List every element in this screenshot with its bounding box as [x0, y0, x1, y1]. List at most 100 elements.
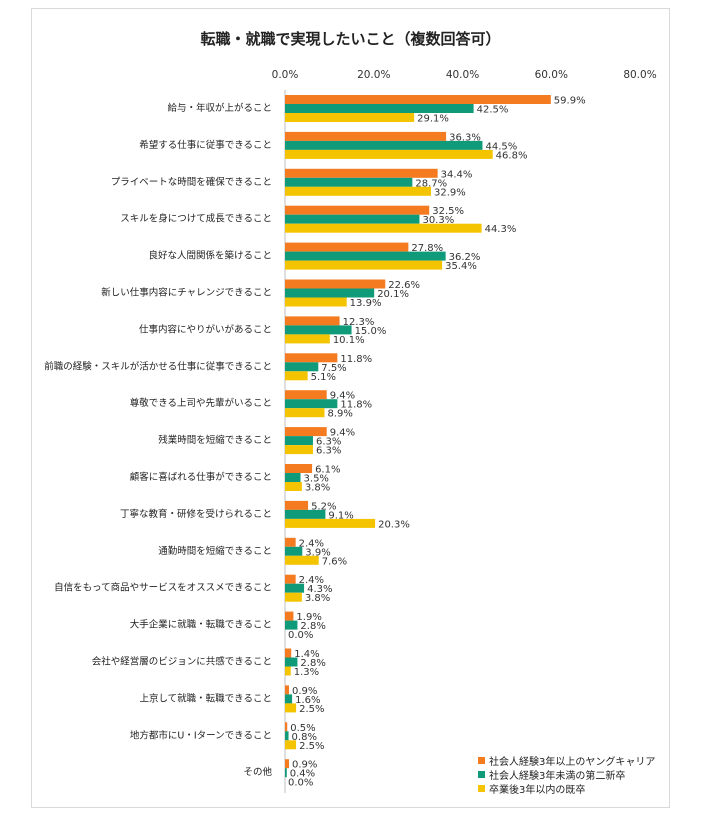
bar [285, 177, 413, 187]
bar [285, 205, 430, 215]
data-label: 3.5% [304, 474, 329, 485]
category-label: その他 [243, 766, 272, 778]
data-label: 30.3% [422, 215, 454, 226]
bar [285, 242, 409, 252]
data-label: 59.9% [554, 96, 586, 107]
data-label: 1.6% [295, 695, 320, 706]
legend: 社会人経験3年以上のヤングキャリア 社会人経験3年未満の第二新卒 卒業後3年以内… [478, 753, 656, 796]
data-label: 6.1% [315, 465, 340, 476]
bar [285, 464, 313, 473]
category-label: 尊敬できる上司や先輩がいること [130, 397, 272, 409]
data-label: 6.3% [316, 446, 341, 457]
data-label: 8.9% [327, 409, 352, 420]
data-label: 9.4% [330, 428, 355, 439]
bar [285, 518, 376, 528]
bar [285, 251, 446, 261]
data-label: 3.8% [305, 593, 330, 604]
bar [285, 657, 298, 667]
bar [285, 427, 327, 437]
bar [285, 334, 330, 344]
data-label: 11.8% [340, 400, 372, 411]
category-label: 前職の経験・スキルが活かせる仕事に従事できること [44, 360, 272, 372]
data-label: 0.0% [288, 630, 313, 641]
category-label: スキルを身につけて成長できること [120, 213, 272, 225]
bar [285, 371, 308, 381]
data-label: 5.2% [311, 501, 336, 512]
data-label: 2.5% [299, 741, 324, 752]
data-label: 46.8% [496, 150, 528, 161]
category-label: 新しい仕事内容にチャレンジできること [101, 287, 272, 299]
x-axis-ticks: 0.0% 20.0% 40.0% 60.0% 80.0% [272, 69, 657, 81]
bar [285, 694, 293, 704]
category-label: 給与・年収が上がること [167, 102, 272, 114]
bar [285, 279, 386, 289]
bar [285, 500, 309, 510]
bar [285, 140, 483, 150]
bar [285, 445, 313, 455]
bar [285, 731, 289, 741]
data-label: 7.6% [322, 556, 347, 567]
legend-item-second-graduate: 社会人経験3年未満の第二新卒 [478, 767, 655, 782]
legend-swatch-young-career [478, 756, 485, 764]
category-labels: 給与・年収が上がること希望する仕事に従事できることプライベートな時間を確保できる… [44, 102, 272, 778]
category-label: 地方都市にU・Iターンできること [130, 729, 272, 741]
data-label: 1.9% [296, 612, 321, 623]
x-tick-label: 60.0% [535, 69, 568, 81]
bar [285, 759, 289, 769]
bar [285, 214, 420, 224]
bar [285, 537, 296, 547]
bar [285, 703, 297, 713]
category-label: 大手企業に就職・転職できること [130, 619, 272, 631]
bar [285, 473, 301, 482]
category-label: 上京して就職・転職できること [139, 692, 272, 704]
category-label: 残業時間を短縮できること [158, 434, 272, 446]
x-tick-label: 80.0% [623, 69, 656, 81]
bar [285, 362, 319, 372]
bar [285, 685, 289, 695]
chart-title: 転職・就職で実現したいこと（複数回答可） [200, 30, 501, 48]
legend-label-young-career: 社会人経験3年以上のヤングキャリア [489, 756, 656, 768]
bar [285, 353, 338, 363]
data-label: 2.8% [300, 658, 325, 669]
bar [285, 620, 298, 630]
bar [285, 666, 291, 676]
data-label: 2.5% [299, 704, 324, 715]
bar [285, 436, 313, 446]
data-label: 15.0% [355, 326, 387, 337]
data-label: 6.3% [316, 437, 341, 448]
bar [285, 223, 482, 233]
legend-label-already-graduate: 卒業後3年以内の既卒 [489, 784, 586, 796]
data-label: 7.5% [321, 363, 346, 374]
data-label: 32.5% [432, 206, 464, 217]
bar [285, 168, 438, 178]
bar [285, 592, 302, 602]
bar [285, 288, 375, 298]
data-label: 44.3% [485, 224, 517, 235]
data-label: 1.3% [294, 667, 319, 678]
data-label: 22.6% [388, 280, 420, 291]
data-label: 35.4% [445, 261, 477, 272]
bar [285, 131, 447, 141]
data-labels: 59.9% 36.3% 34.4% 32.5% 27.8% 22.6% 12.3% 11.8%… [288, 96, 586, 789]
data-label: 36.3% [449, 132, 481, 143]
data-label: 2.8% [300, 621, 325, 632]
category-label: プライベートな時間を確保できること [111, 176, 272, 188]
data-label: 11.8% [340, 354, 372, 365]
bar [285, 260, 443, 270]
legend-swatch-second-graduate [478, 770, 485, 778]
bar [285, 316, 340, 326]
bar [285, 740, 297, 750]
category-label: 仕事内容にやりがいがあること [139, 323, 272, 335]
bar [285, 186, 431, 196]
bar [285, 583, 305, 593]
bar [285, 408, 325, 418]
data-label: 13.9% [350, 298, 382, 309]
data-label: 34.4% [441, 169, 473, 180]
legend-item-already-graduate: 卒業後3年以内の既卒 [478, 781, 655, 796]
data-label: 5.1% [311, 372, 336, 383]
bar [285, 399, 338, 409]
category-label: 良好な人間関係を築けること [148, 250, 272, 262]
category-label: 希望する仕事に従事できること [139, 139, 272, 151]
bars [285, 95, 551, 778]
